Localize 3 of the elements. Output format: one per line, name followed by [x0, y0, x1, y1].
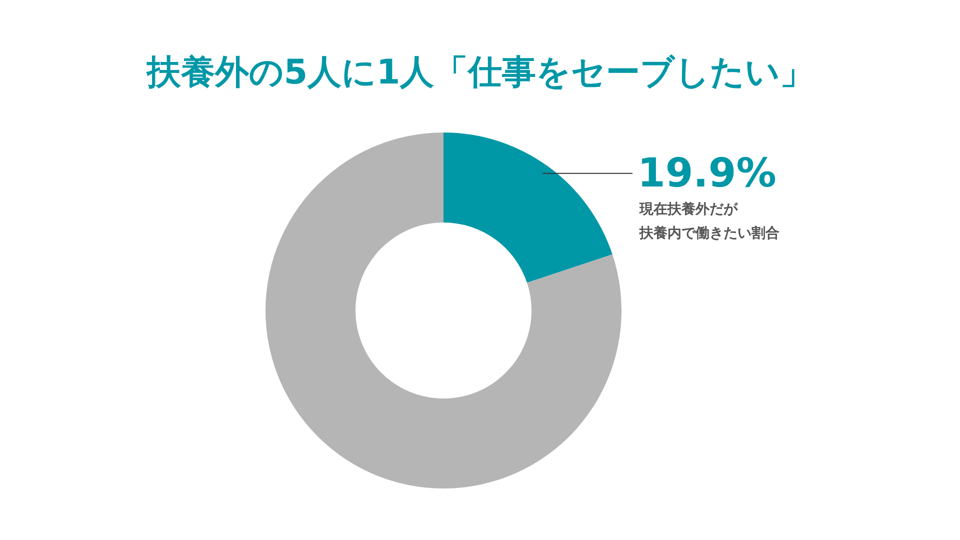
data-label: 19.9% — [638, 150, 776, 196]
slice-label: 現在扶養外だが扶養内で働きたい割合 — [638, 200, 780, 242]
chart-title: 扶養外の5人に1人「仕事をセーブしたい」 — [146, 52, 814, 92]
